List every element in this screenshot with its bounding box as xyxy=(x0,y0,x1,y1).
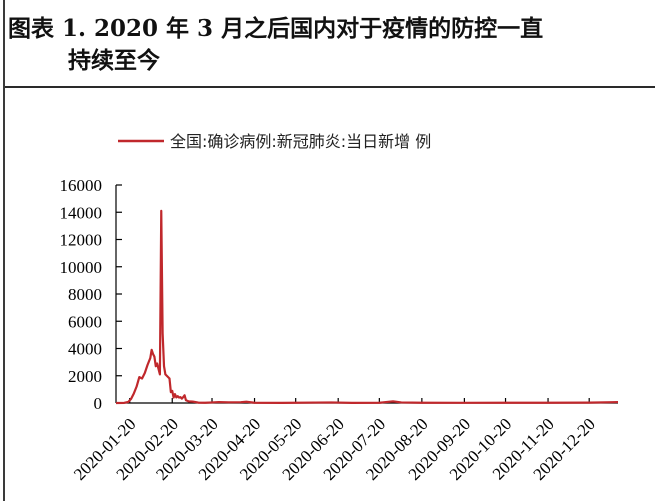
y-tick-label: 4000 xyxy=(68,340,102,359)
figure-title-line-2: 持续至今 xyxy=(68,47,160,74)
figure-title-line-1: 图表 1. 2020 年 3 月之后国内对于疫情的防控一直 xyxy=(8,15,544,42)
plot-area xyxy=(115,209,619,405)
y-tick-label: 12000 xyxy=(60,231,103,250)
figure-header: 图表 1. 2020 年 3 月之后国内对于疫情的防控一直 持续至今 xyxy=(8,0,658,84)
header-divider xyxy=(5,86,655,88)
y-tick-label: 0 xyxy=(94,394,103,413)
chart-legend: 全国:确诊病例:新冠肺炎:当日新增 例 xyxy=(118,132,431,151)
frame-left-border xyxy=(3,0,5,501)
y-tick-label: 16000 xyxy=(60,176,103,195)
y-tick-label: 8000 xyxy=(68,285,102,304)
legend-label: 全国:确诊病例:新冠肺炎:当日新增 例 xyxy=(170,132,431,151)
series-line xyxy=(115,209,619,405)
y-tick-label: 6000 xyxy=(68,312,102,331)
chart-axes: 0200040006000800010000120001400016000202… xyxy=(60,176,618,484)
y-tick-label: 2000 xyxy=(68,367,102,386)
y-tick-label: 14000 xyxy=(60,203,103,222)
y-tick-label: 10000 xyxy=(60,258,103,277)
